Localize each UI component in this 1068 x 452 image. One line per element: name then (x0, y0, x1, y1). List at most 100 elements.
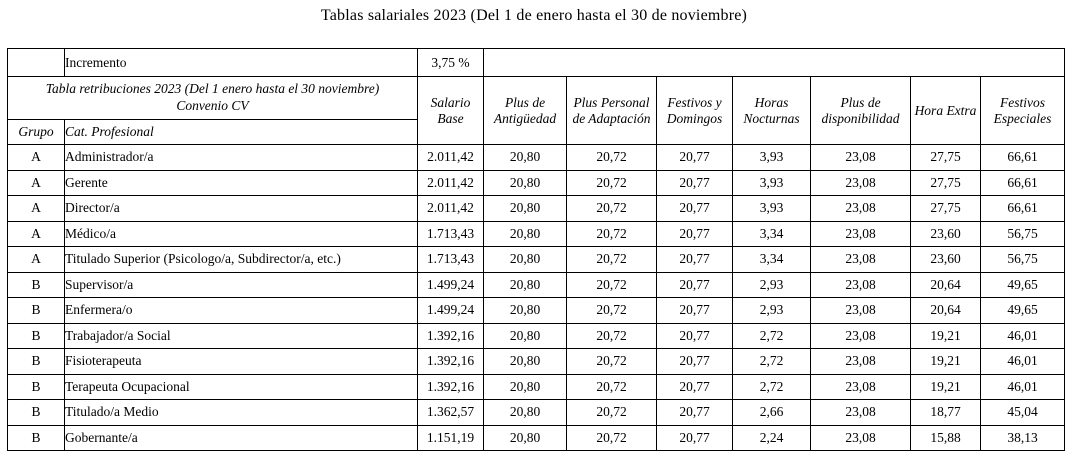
value-cell: 20,80 (483, 297, 567, 324)
grupo-cell: B (7, 373, 65, 400)
categoria-cell: Fisioterapeuta (64, 348, 418, 375)
grupo-cell: B (7, 399, 65, 426)
grupo-cell: A (7, 169, 65, 196)
value-cell: 23,08 (810, 373, 911, 400)
value-cell: 20,77 (656, 169, 733, 196)
value-cell: 2.011,42 (417, 144, 484, 171)
categoria-cell: Supervisor/a (64, 271, 418, 298)
value-cell: 2,24 (732, 424, 811, 451)
value-cell: 2,72 (732, 348, 811, 375)
value-cell: 3,34 (732, 220, 811, 247)
value-cell: 20,80 (483, 195, 567, 222)
col-header-hora-extra: Hora Extra (910, 76, 981, 145)
value-cell: 27,75 (910, 195, 981, 222)
increment-spacer-cell (7, 48, 65, 77)
value-cell: 2.011,42 (417, 195, 484, 222)
value-cell: 20,64 (910, 271, 981, 298)
col-header-horas-nocturnas: Horas Nocturnas (732, 76, 811, 145)
grupo-header-cell: Grupo (7, 119, 65, 145)
value-cell: 20,77 (656, 424, 733, 451)
value-cell: 20,77 (656, 373, 733, 400)
value-cell: 20,80 (483, 220, 567, 247)
grupo-cell: B (7, 322, 65, 349)
value-cell: 20,77 (656, 220, 733, 247)
value-cell: 66,61 (979, 195, 1066, 222)
value-cell: 20,80 (483, 348, 567, 375)
value-cell: 23,08 (810, 271, 911, 298)
value-cell: 1.713,43 (417, 220, 484, 247)
value-cell: 20,72 (566, 169, 657, 196)
value-cell: 2,93 (732, 297, 811, 324)
value-cell: 20,77 (656, 246, 733, 273)
value-cell: 20,72 (566, 195, 657, 222)
subheader-row: Grupo Cat. Profesional (7, 119, 1065, 145)
value-cell: 3,34 (732, 246, 811, 273)
grupo-cell: B (7, 424, 65, 451)
value-cell: 46,01 (979, 322, 1066, 349)
value-cell: 66,61 (979, 144, 1066, 171)
value-cell: 1.392,16 (417, 348, 484, 375)
increment-value-cell: 3,75 % (417, 48, 484, 77)
col-header-festivos-domingos: Festivos y Domingos (656, 76, 733, 145)
value-cell: 20,72 (566, 322, 657, 349)
value-cell: 20,80 (483, 144, 567, 171)
increment-row: Incremento 3,75 % (7, 48, 1066, 77)
cat-profesional-header-cell: Cat. Profesional (64, 119, 418, 145)
grupo-cell: A (7, 195, 65, 222)
categoria-cell: Director/a (64, 195, 418, 222)
value-cell: 20,72 (566, 220, 657, 247)
value-cell: 38,13 (979, 424, 1066, 451)
table-caption-cell: Tabla retribuciones 2023 (Del 1 enero ha… (7, 76, 418, 120)
grupo-cell: B (7, 297, 65, 324)
caption-row: Tabla retribuciones 2023 (Del 1 enero ha… (7, 76, 1066, 145)
value-cell: 1.713,43 (417, 246, 484, 273)
value-cell: 2,72 (732, 373, 811, 400)
value-cell: 19,21 (910, 373, 981, 400)
value-cell: 23,08 (810, 144, 911, 171)
value-cell: 3,93 (732, 195, 811, 222)
table-caption-line1: Tabla retribuciones 2023 (Del 1 enero ha… (45, 81, 380, 97)
grupo-cell: B (7, 271, 65, 298)
value-cell: 23,60 (910, 220, 981, 247)
value-cell: 20,77 (656, 322, 733, 349)
value-cell: 49,65 (979, 297, 1066, 324)
categoria-cell: Terapeuta Ocupacional (64, 373, 418, 400)
table-row: B Titulado/a Medio 1.362,57 20,80 20,72 20,77… (7, 399, 1066, 426)
value-cell: 23,08 (810, 195, 911, 222)
table-row: B Terapeuta Ocupacional 1.392,16 20,80 20,72… (7, 373, 1066, 400)
value-cell: 20,77 (656, 271, 733, 298)
salary-table: Incremento 3,75 % Tabla retribuciones 20… (7, 48, 1066, 451)
value-cell: 2,66 (732, 399, 811, 426)
value-cell: 23,08 (810, 220, 911, 247)
value-cell: 20,72 (566, 399, 657, 426)
value-cell: 23,60 (910, 246, 981, 273)
value-cell: 20,72 (566, 297, 657, 324)
categoria-cell: Titulado Superior (Psicologo/a, Subdirec… (64, 246, 418, 273)
categoria-cell: Administrador/a (64, 144, 418, 171)
value-cell: 1.499,24 (417, 297, 484, 324)
table-row: B Trabajador/a Social 1.392,16 20,80 20,72 20… (7, 322, 1066, 349)
categoria-cell: Médico/a (64, 220, 418, 247)
table-caption-line2: Convenio CV (176, 98, 249, 113)
value-cell: 20,72 (566, 373, 657, 400)
value-cell: 66,61 (979, 169, 1066, 196)
value-cell: 20,80 (483, 169, 567, 196)
col-header-salario-base: Salario Base (417, 76, 484, 145)
value-cell: 20,80 (483, 399, 567, 426)
value-cell: 20,77 (656, 297, 733, 324)
value-cell: 23,08 (810, 246, 911, 273)
value-cell: 20,80 (483, 322, 567, 349)
categoria-cell: Gobernante/a (64, 424, 418, 451)
value-cell: 1.392,16 (417, 322, 484, 349)
table-row: A Administrador/a 2.011,42 20,80 20,72 20,77 3… (7, 144, 1066, 171)
value-cell: 23,08 (810, 399, 911, 426)
value-cell: 46,01 (979, 373, 1066, 400)
value-cell: 20,64 (910, 297, 981, 324)
table-row: A Director/a 2.011,42 20,80 20,72 20,77 3,93 23… (7, 195, 1066, 222)
value-cell: 1.362,57 (417, 399, 484, 426)
grupo-cell: A (7, 144, 65, 171)
value-cell: 23,08 (810, 297, 911, 324)
value-cell: 20,72 (566, 424, 657, 451)
col-header-plus-antiguedad: Plus de Antigüedad (483, 76, 567, 145)
value-cell: 23,08 (810, 169, 911, 196)
